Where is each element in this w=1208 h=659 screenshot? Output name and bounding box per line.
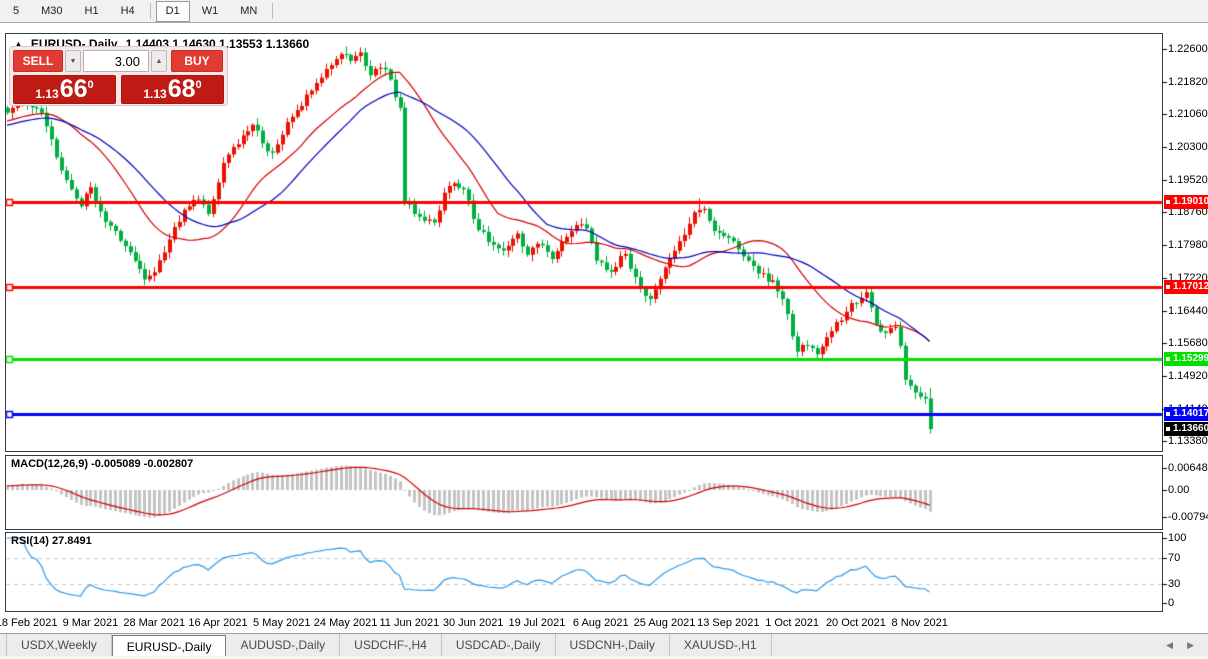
volume-input[interactable] — [83, 50, 149, 72]
timeframe-button-5[interactable]: 5 — [13, 4, 20, 17]
price-tick-label: 1.17980 — [1168, 239, 1208, 252]
date-tick-label: 30 Jun 2021 — [442, 617, 504, 629]
chart-tab-audusd-daily[interactable]: AUDUSD-,Daily — [226, 634, 341, 656]
date-tick-label: 16 Apr 2021 — [188, 617, 248, 629]
line-marker-icon — [1166, 284, 1170, 289]
sell-price-sup: 0 — [87, 79, 94, 91]
sell-button[interactable]: SELL — [13, 50, 63, 72]
date-tick-label: 28 Mar 2021 — [123, 617, 186, 629]
date-tick-label: 11 Jun 2021 — [379, 617, 440, 629]
price-tick-label: 1.14920 — [1168, 369, 1208, 382]
date-tick-label: 13 Sep 2021 — [697, 617, 760, 629]
sell-price-box[interactable]: 1.13 66 0 — [13, 75, 116, 104]
sell-price-small: 1.13 — [35, 87, 59, 101]
date-tick-label: 6 Aug 2021 — [572, 617, 629, 629]
date-tick-label: 9 Mar 2021 — [62, 617, 119, 629]
level-price-chip: 1.19010 — [1164, 194, 1208, 209]
timeframe-button-d1[interactable]: D1 — [155, 0, 190, 22]
level-price-chip: 1.14017 — [1164, 406, 1208, 421]
volume-decrease-button[interactable]: ▼ — [65, 50, 81, 72]
macd-tick-label: 0.006485 — [1168, 461, 1208, 474]
rsi-tick-label: 0 — [1168, 597, 1175, 609]
timeframe-button-m30[interactable]: M30 — [41, 4, 63, 17]
chart-tab-usdchf-h4[interactable]: USDCHF-,H4 — [340, 634, 442, 656]
buy-price-small: 1.13 — [143, 87, 167, 101]
line-marker-icon — [1166, 411, 1170, 416]
price-tick-label: 1.21060 — [1168, 108, 1208, 121]
price-tick-label: 1.13380 — [1168, 435, 1208, 447]
bottom-strip — [0, 656, 1208, 659]
price-tick-label: 1.21820 — [1168, 76, 1208, 89]
date-axis: 18 Feb 2021 9 Mar 2021 28 Mar 2021 16 Apr 2… — [0, 613, 1208, 633]
tab-scroll-right-icon[interactable]: ▶ — [1187, 639, 1194, 650]
timeframe-button-h1[interactable]: H1 — [84, 4, 99, 17]
toolbar-separator — [272, 3, 274, 19]
date-tick-label: 1 Oct 2021 — [765, 617, 820, 629]
current-price-chip: 1.13660 — [1164, 422, 1208, 437]
chart-tab-usdcnh-daily[interactable]: USDCNH-,Daily — [556, 634, 670, 656]
price-tick-label: 1.20300 — [1168, 140, 1208, 153]
buy-button[interactable]: BUY — [171, 50, 223, 72]
timeframe-toolbar: 5 M30 H1 H4 D1 W1 MN — [0, 0, 1208, 23]
toolbar-separator — [149, 3, 151, 19]
chart-tab-usdcad-daily[interactable]: USDCAD-,Daily — [442, 634, 556, 656]
date-tick-label: 25 Aug 2021 — [633, 617, 696, 629]
chart-tab-eurusd-daily[interactable]: EURUSD-,Daily — [111, 635, 227, 656]
macd-tick-label: -0.007947 — [1168, 511, 1208, 524]
level-price-chip: 1.17012 — [1164, 279, 1208, 294]
price-tick-label: 1.16440 — [1168, 304, 1208, 317]
rsi-tick-label: 100 — [1168, 532, 1187, 544]
line-marker-icon — [1166, 427, 1170, 432]
macd-tick-label: 0.00 — [1168, 484, 1190, 496]
sell-price-big: 66 — [59, 75, 88, 103]
timeframe-button-mn[interactable]: MN — [240, 4, 258, 17]
tab-scroll-left-icon[interactable]: ◀ — [1166, 639, 1174, 650]
date-tick-label: 20 Oct 2021 — [825, 617, 886, 629]
chart-tab-xauusd-h1[interactable]: XAUUSD-,H1 — [670, 634, 772, 656]
price-tick-label: 1.19520 — [1168, 173, 1208, 186]
date-tick-label: 19 Jul 2021 — [508, 617, 566, 629]
timeframe-button-w1[interactable]: W1 — [201, 4, 219, 17]
date-tick-label: 5 May 2021 — [253, 617, 311, 629]
rsi-tick-label: 70 — [1168, 551, 1181, 564]
one-click-toggle-icon[interactable]: ▲ — [14, 39, 23, 49]
buy-price-big: 68 — [167, 75, 196, 103]
chart-tab-bar: USDX,Weekly EURUSD-,Daily AUDUSD-,Daily USD… — [0, 633, 1208, 656]
volume-increase-button[interactable]: ▲ — [151, 50, 167, 72]
chart-tab-usdx-weekly[interactable]: USDX,Weekly — [6, 634, 112, 656]
price-tick-label: 1.15680 — [1168, 337, 1208, 350]
buy-price-box[interactable]: 1.13 68 0 — [121, 75, 224, 104]
timeframe-button-h4[interactable]: H4 — [120, 4, 135, 17]
line-marker-icon — [1166, 357, 1170, 362]
rsi-label: RSI(14) 27.8491 — [11, 535, 92, 547]
one-click-trading-panel: SELL ▼ ▲ BUY 1.13 66 0 1.13 68 0 — [9, 46, 228, 106]
date-tick-label: 24 May 2021 — [313, 617, 378, 629]
rsi-tick-label: 30 — [1168, 577, 1181, 590]
date-tick-label: 8 Nov 2021 — [891, 617, 948, 629]
line-marker-icon — [1166, 199, 1170, 204]
date-tick-label: 18 Feb 2021 — [0, 617, 58, 629]
macd-label: MACD(12,26,9) -0.005089 -0.002807 — [11, 458, 194, 470]
price-tick-label: 1.22600 — [1168, 43, 1208, 55]
level-price-chip: 1.15299 — [1164, 352, 1208, 367]
price-tick-label: 1.18760 — [1168, 206, 1208, 219]
buy-price-sup: 0 — [195, 79, 202, 91]
